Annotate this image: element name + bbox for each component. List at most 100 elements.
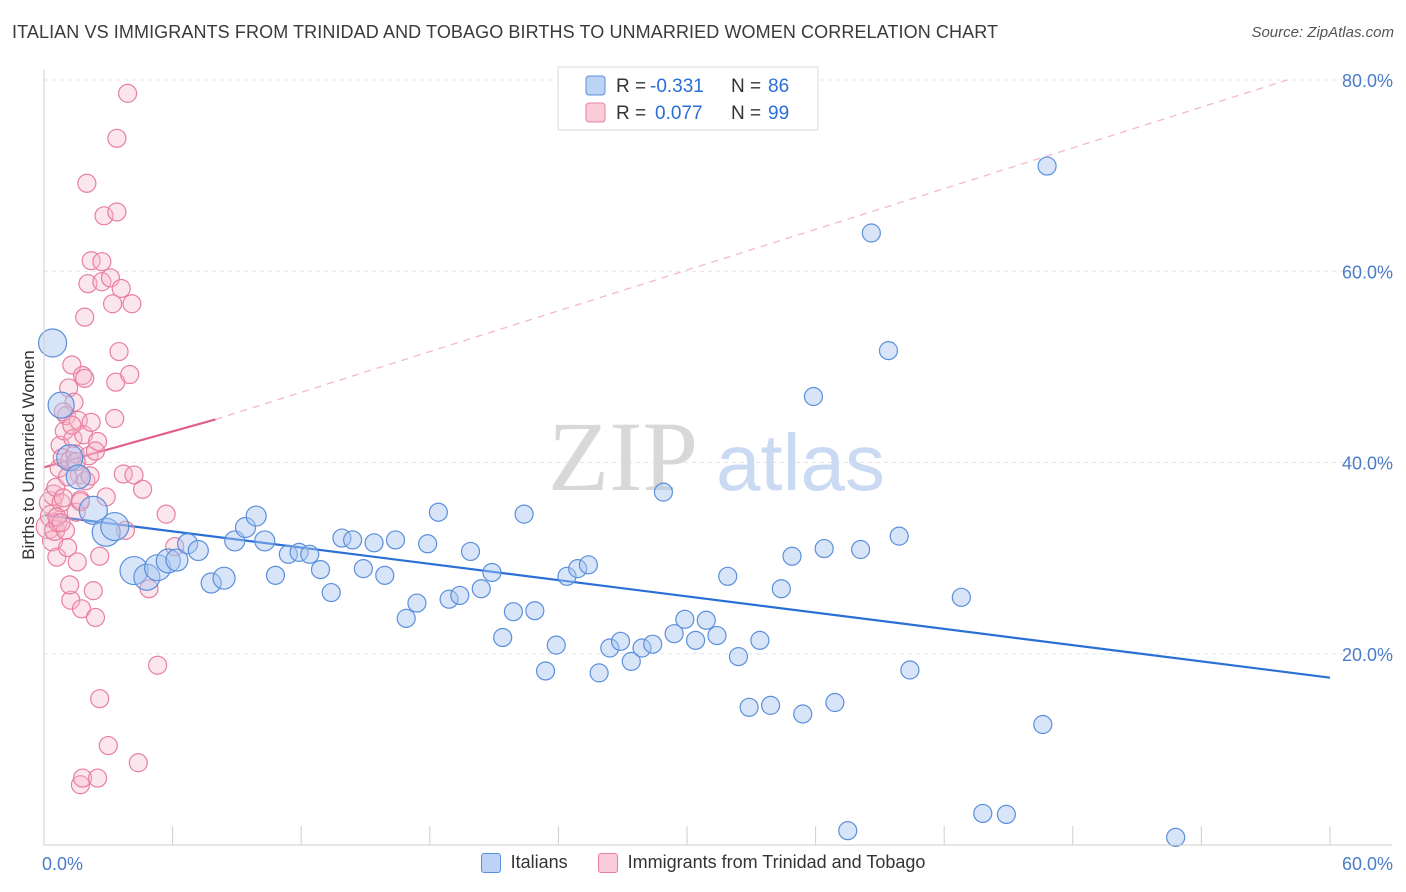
point-italians-3: [65, 464, 91, 490]
point-trinidad-56: [115, 520, 136, 540]
point-trinidad-41: [85, 607, 106, 628]
point-trinidad-3: [41, 530, 64, 552]
point-trinidad-75: [81, 412, 101, 432]
point-italians-82: [1033, 714, 1053, 735]
point-italians-5: [91, 517, 121, 547]
point-italians-11: [165, 548, 189, 572]
legend-n-value-trinidad: 99: [768, 103, 789, 124]
point-italians-57: [664, 624, 684, 644]
point-italians-8: [133, 563, 161, 591]
legend-n-label-italians: N =: [731, 76, 761, 97]
point-italians-55: [643, 634, 663, 654]
point-trinidad-77: [85, 441, 106, 461]
y-tick-label-0: 20.0%: [1342, 645, 1393, 665]
point-italians-63: [728, 647, 749, 667]
point-italians-13: [187, 539, 209, 562]
point-italians-76: [878, 341, 899, 361]
series-italians-points: [37, 156, 1186, 847]
point-italians-77: [889, 526, 909, 546]
trend-lines: [43, 79, 1331, 679]
point-italians-37: [450, 585, 470, 606]
point-trinidad-54: [111, 278, 131, 299]
point-italians-17: [234, 516, 257, 539]
point-italians-80: [973, 803, 993, 824]
point-trinidad-69: [72, 768, 93, 788]
point-italians-51: [600, 638, 620, 658]
tick-labels: 20.0% 40.0% 60.0% 80.0% 0.0% 60.0%: [42, 71, 1393, 874]
point-italians-56: [653, 482, 674, 502]
point-trinidad-67: [117, 83, 138, 103]
legend-swatch-trinidad: [585, 102, 606, 123]
point-italians-45: [535, 661, 556, 681]
point-italians-75: [861, 223, 881, 243]
legend-r-value-italians: -0.331: [650, 76, 704, 97]
point-trinidad-17: [57, 538, 78, 558]
point-italians-6: [100, 511, 130, 542]
point-italians-4: [78, 495, 108, 525]
trend-line-trinidad-extension: [215, 79, 1288, 421]
point-trinidad-72: [75, 368, 95, 388]
point-italians-65: [750, 630, 770, 650]
y-tick-label-3: 80.0%: [1342, 71, 1393, 91]
watermark-zip: ZIP: [548, 401, 698, 512]
point-trinidad-31: [72, 365, 93, 386]
legend-n-label-trinidad: N =: [731, 103, 761, 124]
point-trinidad-61: [132, 479, 153, 499]
point-italians-73: [838, 821, 858, 841]
point-italians-38: [460, 541, 481, 562]
legend-label-trinidad: Immigrants from Trinidad and Tobago: [627, 852, 926, 872]
point-trinidad-42: [87, 431, 108, 452]
point-trinidad-52: [107, 202, 127, 222]
point-italians-32: [396, 608, 416, 628]
legend-swatch-italians: [585, 75, 606, 96]
point-trinidad-49: [102, 294, 123, 314]
chart-title: ITALIAN VS IMMIGRANTS FROM TRINIDAD AND …: [12, 22, 999, 42]
point-trinidad-7: [47, 547, 67, 567]
point-italians-66: [760, 695, 781, 715]
point-italians-64: [739, 697, 759, 717]
point-italians-48: [568, 559, 588, 579]
point-italians-33: [407, 593, 427, 613]
point-trinidad-64: [156, 504, 176, 524]
x-tick-label-0: 0.0%: [42, 854, 83, 874]
point-trinidad-30: [71, 599, 92, 619]
point-italians-79: [951, 587, 971, 607]
point-italians-34: [418, 534, 438, 554]
legend-n-value-italians: 86: [768, 76, 789, 97]
point-italians-54: [632, 638, 652, 658]
trend-line-italians: [43, 514, 1331, 679]
source-credit: Source: ZipAtlas.com: [1251, 24, 1394, 41]
point-italians-2: [56, 444, 84, 472]
legend-item-trinidad: Immigrants from Trinidad and Tobago: [597, 852, 926, 873]
point-italians-84: [1166, 827, 1186, 847]
point-trinidad-33: [75, 307, 95, 327]
point-trinidad-83: [60, 575, 80, 595]
point-trinidad-13: [53, 488, 73, 508]
stats-legend: R = -0.331 N = 86 R = 0.077 N = 99: [557, 66, 819, 131]
series-legend: Italians Immigrants from Trinidad and To…: [0, 852, 1406, 873]
point-trinidad-55: [113, 464, 133, 484]
point-trinidad-76: [66, 451, 86, 472]
point-trinidad-35: [77, 173, 97, 193]
point-trinidad-47: [98, 735, 118, 756]
point-italians-19: [254, 530, 276, 552]
point-trinidad-39: [81, 251, 101, 271]
point-trinidad-36: [78, 274, 98, 294]
point-trinidad-57: [120, 364, 140, 385]
legend-label-italians: Italians: [510, 852, 568, 872]
point-trinidad-43: [90, 689, 110, 709]
y-tick-label-2: 60.0%: [1342, 262, 1393, 282]
point-italians-43: [514, 504, 534, 524]
point-italians-28: [353, 559, 373, 579]
point-italians-52: [610, 631, 631, 651]
point-italians-72: [825, 692, 845, 713]
point-trinidad-81: [70, 492, 91, 512]
point-italians-14: [200, 572, 222, 594]
point-italians-20: [265, 565, 286, 585]
point-trinidad-53: [109, 341, 129, 362]
point-trinidad-71: [92, 252, 112, 272]
point-italians-18: [245, 505, 267, 527]
legend-item-italians: Italians: [480, 852, 568, 873]
legend-r-label-italians: R =: [616, 76, 646, 97]
point-trinidad-59: [124, 465, 144, 485]
